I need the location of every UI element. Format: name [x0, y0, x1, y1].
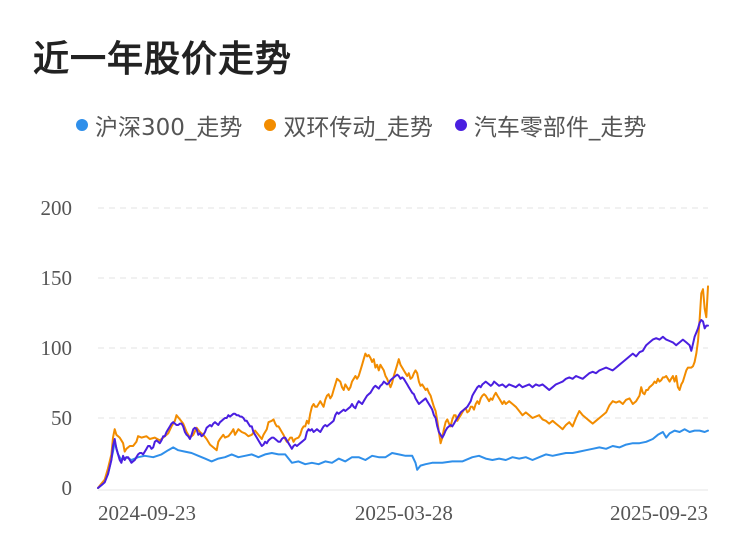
- legend-item-hs300[interactable]: 沪深300_走势: [76, 108, 242, 142]
- grid-layer: [98, 207, 708, 419]
- y-tick-label: 200: [41, 196, 73, 220]
- x-tick-label: 2025-09-23: [610, 501, 708, 525]
- chart-title: 近一年股价走势: [33, 39, 293, 80]
- legend-dot-shuanghuan: [264, 119, 277, 131]
- y-tick-label: 100: [41, 336, 73, 360]
- legend-dot-auto-parts: [454, 119, 467, 131]
- series-layer: [97, 285, 709, 489]
- series-line-1[interactable]: [97, 285, 709, 489]
- chart-legend: 沪深300_走势 双环传动_走势 汽车零部件_走势: [76, 108, 668, 142]
- legend-item-auto-parts[interactable]: 汽车零部件_走势: [454, 108, 647, 142]
- series-line-2[interactable]: [97, 319, 709, 489]
- y-axis: 0 50 100 150 200: [41, 196, 73, 500]
- x-axis: 2024-09-23 2025-03-28 2025-09-23: [98, 489, 708, 525]
- legend-label-shuanghuan: 双环传动_走势: [283, 115, 433, 141]
- legend-label-hs300: 沪深300_走势: [95, 115, 243, 141]
- y-tick-label: 50: [51, 406, 72, 430]
- x-tick-label: 2024-09-23: [98, 501, 196, 525]
- legend-dot-hs300: [76, 119, 88, 131]
- legend-item-shuanghuan[interactable]: 双环传动_走势: [264, 108, 433, 142]
- y-tick-label: 0: [62, 476, 73, 500]
- x-tick-label: 2025-03-28: [355, 501, 453, 525]
- y-tick-label: 150: [41, 266, 73, 290]
- legend-label-auto-parts: 汽车零部件_走势: [473, 115, 647, 141]
- series-line-0[interactable]: [97, 428, 709, 489]
